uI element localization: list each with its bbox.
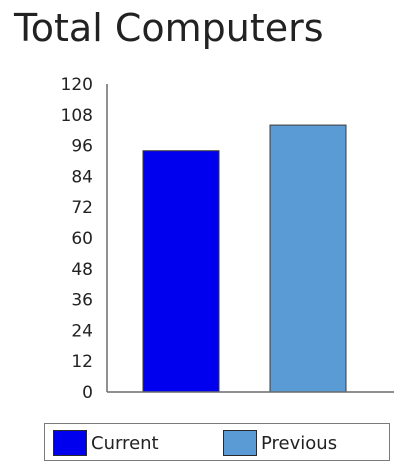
legend-swatch-current: [53, 430, 87, 456]
legend-label-current: Current: [91, 432, 159, 454]
legend-swatch-previous: [223, 430, 257, 456]
y-tick-label: 60: [71, 229, 93, 249]
y-tick-label: 96: [71, 137, 93, 157]
y-tick-label: 48: [71, 260, 93, 280]
bar-current: [142, 150, 220, 393]
legend-item-current: Current: [53, 430, 159, 456]
y-tick-label: 12: [71, 352, 93, 372]
y-tick-label: 108: [61, 106, 93, 126]
y-tick-label: 24: [71, 321, 93, 341]
y-tick-label: 72: [71, 198, 93, 218]
legend-label-previous: Previous: [261, 432, 338, 454]
legend-item-previous: Previous: [223, 430, 337, 456]
y-tick-label: 84: [71, 167, 93, 187]
bars: [142, 124, 347, 393]
chart-legend: Current Previous: [44, 423, 390, 461]
bar-chart: 0 12 24 36 48 60 72 84 96 108 120: [61, 75, 394, 403]
bar-previous: [269, 124, 347, 393]
y-axis-ticks: 0 12 24 36 48 60 72 84 96 108 120: [61, 75, 93, 403]
y-tick-label: 36: [71, 291, 93, 311]
chart-title: Total Computers: [14, 6, 324, 50]
y-tick-label: 0: [82, 383, 93, 403]
y-tick-label: 120: [61, 75, 93, 95]
